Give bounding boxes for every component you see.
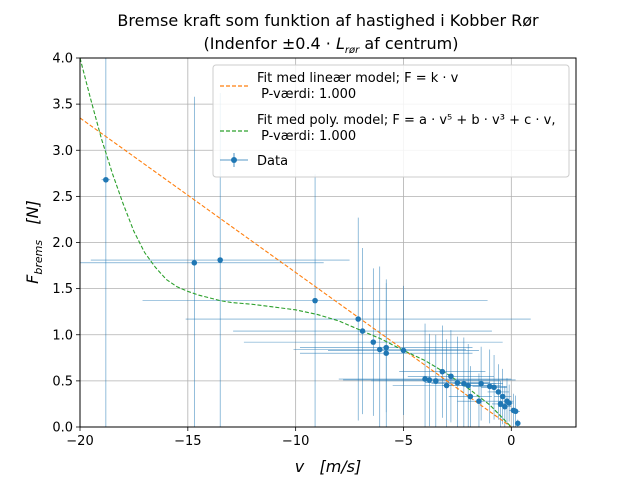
x-axis-ticks: −20 −15 −10 −5 0 xyxy=(66,427,515,449)
poly-fit-line xyxy=(80,58,512,427)
legend-label-poly: Fit med poly. model; F = a · v⁵ + b · v³… xyxy=(257,113,555,144)
y-tick-label: 1.0 xyxy=(52,328,73,343)
data-point xyxy=(512,408,519,415)
data-point xyxy=(103,176,109,183)
legend: Fit med lineær model; F = k · v P-værdi:… xyxy=(212,64,570,178)
data-point xyxy=(426,377,433,383)
data-point xyxy=(422,376,428,382)
data-point xyxy=(502,403,508,410)
data-point xyxy=(465,382,471,389)
y-tick-label: 3.0 xyxy=(52,144,73,159)
data-point xyxy=(495,389,502,395)
y-tick-label: 2.5 xyxy=(52,190,73,205)
data-point xyxy=(454,379,461,386)
linear-fit-line xyxy=(80,117,512,427)
x-axis-label: v [m/s] xyxy=(295,457,362,476)
data-point xyxy=(514,420,521,427)
legend-frame xyxy=(212,64,570,178)
data-point xyxy=(497,401,504,407)
y-axis-ticks: 0.0 0.5 1.0 1.5 2.0 2.5 3.0 3.5 4.0 xyxy=(52,52,80,436)
data-point xyxy=(439,368,446,375)
data-point xyxy=(499,393,506,400)
data-point xyxy=(355,316,361,322)
x-tick-label: −5 xyxy=(394,434,413,449)
x-tick-label: −15 xyxy=(174,434,201,449)
y-tick-label: 3.5 xyxy=(52,98,73,113)
plot-frame xyxy=(79,57,577,428)
data-point xyxy=(491,384,497,391)
data-point xyxy=(486,383,493,390)
y-tick-label: 0.5 xyxy=(52,374,73,389)
data-point xyxy=(476,398,482,404)
y-tick-label: 1.5 xyxy=(52,282,73,297)
x-tick-label: −20 xyxy=(66,434,93,449)
y-axis-label: Fbrems [N] xyxy=(23,200,45,284)
chart-subtitle: (Indenfor ±0.4 · Lrør af centrum) xyxy=(204,34,459,56)
legend-label-linear: Fit med lineær model; F = k · v P-værdi:… xyxy=(257,71,459,102)
legend-marker-data xyxy=(220,153,248,167)
data-point xyxy=(478,380,484,387)
data-point xyxy=(312,297,318,304)
data-point xyxy=(433,378,439,384)
data-point xyxy=(461,380,467,387)
x-tick-label: −10 xyxy=(282,434,309,449)
y-tick-label: 0.0 xyxy=(52,421,73,436)
data-point xyxy=(376,346,383,353)
plot-area xyxy=(80,58,531,427)
chart-title: Bremse kraft som funktion af hastighed i… xyxy=(117,11,539,30)
data-point xyxy=(383,350,390,357)
data-point xyxy=(467,393,474,400)
data-point xyxy=(370,339,377,345)
data-point xyxy=(217,257,223,263)
data-point xyxy=(383,344,390,351)
data-point xyxy=(359,328,366,334)
data-point xyxy=(191,259,198,266)
data-point xyxy=(443,382,450,389)
y-tick-label: 4.0 xyxy=(52,52,73,67)
data-point xyxy=(506,400,512,406)
y-tick-label: 2.0 xyxy=(52,236,73,251)
x-tick-label: 0 xyxy=(507,434,515,449)
data-point xyxy=(448,373,454,380)
legend-label-data: Data xyxy=(257,154,288,169)
data-point xyxy=(400,347,407,354)
